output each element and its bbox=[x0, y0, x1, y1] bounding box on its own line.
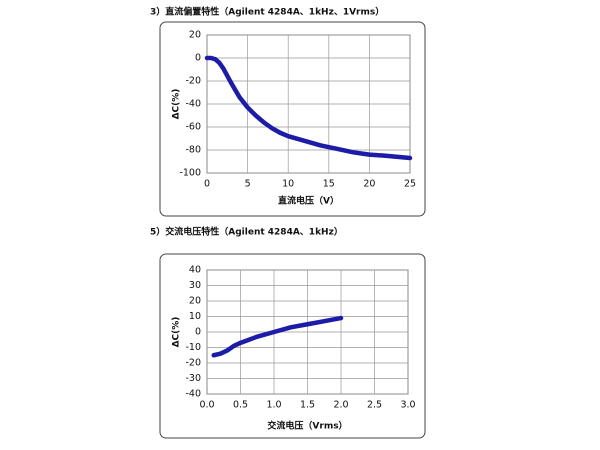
y-tick-label: 0 bbox=[195, 327, 201, 338]
x-tick-label: 5 bbox=[245, 179, 251, 190]
y-tick-label: -20 bbox=[185, 76, 201, 87]
x-tick-label: 0.0 bbox=[199, 400, 214, 411]
y-axis-label: ΔC(%) bbox=[172, 89, 182, 120]
y-tick-label: -10 bbox=[185, 342, 201, 353]
y-tick-label: -30 bbox=[185, 373, 201, 384]
chart-frame bbox=[159, 253, 426, 439]
x-tick-label: 10 bbox=[282, 179, 294, 190]
y-tick-label: -40 bbox=[185, 99, 201, 110]
y-tick-label: -40 bbox=[185, 389, 201, 400]
x-tick-label: 0 bbox=[204, 179, 210, 190]
chart-title: 5）交流电压特性（Agilent 4284A、1kHz） bbox=[150, 226, 343, 238]
y-tick-label: 20 bbox=[189, 30, 201, 41]
y-tick-label: -100 bbox=[179, 168, 201, 179]
y-tick-label: -20 bbox=[185, 358, 201, 369]
x-tick-label: 2.0 bbox=[333, 400, 348, 411]
y-tick-label: 0 bbox=[195, 53, 201, 64]
x-tick-label: 25 bbox=[404, 179, 416, 190]
y-tick-label: 30 bbox=[189, 280, 201, 291]
x-tick-label: 1.0 bbox=[266, 400, 281, 411]
y-axis-label: ΔC(%) bbox=[172, 317, 182, 348]
x-axis-label: 直流电压（V） bbox=[278, 195, 339, 207]
x-tick-label: 2.5 bbox=[367, 400, 382, 411]
x-tick-label: 3.0 bbox=[400, 400, 415, 411]
x-tick-label: 0.5 bbox=[233, 400, 248, 411]
chart-title: 3）直流偏置特性（Agilent 4284A、1kHz、1Vrms） bbox=[150, 6, 384, 18]
x-tick-label: 20 bbox=[363, 179, 375, 190]
y-tick-label: -60 bbox=[185, 122, 201, 133]
y-tick-label: 10 bbox=[189, 311, 201, 322]
x-tick-label: 1.5 bbox=[300, 400, 315, 411]
data-line bbox=[204, 55, 413, 161]
data-line bbox=[211, 315, 344, 358]
y-tick-label: 40 bbox=[189, 265, 201, 276]
x-axis-label: 交流电压（Vrms） bbox=[267, 420, 347, 432]
chart-frame bbox=[159, 21, 426, 217]
x-tick-label: 15 bbox=[323, 179, 335, 190]
y-tick-label: 20 bbox=[189, 296, 201, 307]
y-tick-label: -80 bbox=[185, 145, 201, 156]
